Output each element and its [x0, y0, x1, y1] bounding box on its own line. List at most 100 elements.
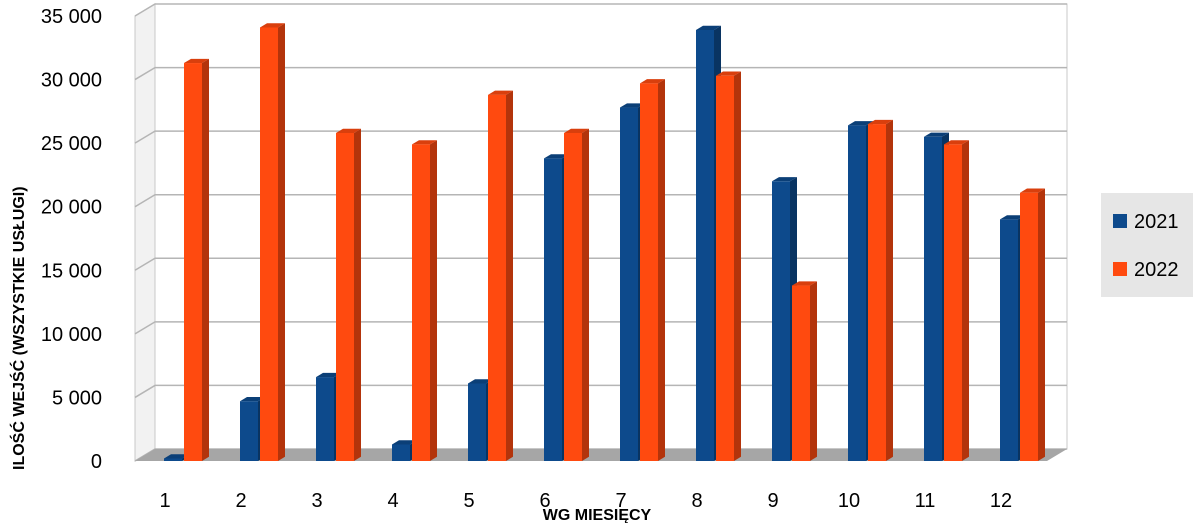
bar-front [336, 132, 354, 461]
x-tick-label: 2 [235, 490, 246, 512]
bar-top [488, 90, 513, 95]
x-tick-label: 3 [311, 490, 322, 512]
gridline [134, 3, 1067, 17]
y-axis-title: ILOŚĆ WEJŚĆ (WSZYSTKIE USŁUGI) [9, 186, 28, 470]
bar-2022-8 [716, 71, 741, 462]
bar-front [696, 29, 714, 461]
legend-label-2022: 2022 [1134, 259, 1179, 281]
bar-top [1000, 215, 1025, 220]
bar-top [716, 71, 741, 76]
bar-side [810, 281, 817, 461]
bar-front [868, 124, 886, 462]
bar-front [316, 377, 334, 461]
side-wall [134, 3, 156, 462]
bar-front [240, 401, 258, 461]
bar-front [392, 444, 410, 461]
bar-2022-2 [260, 23, 285, 461]
bar-front [716, 75, 734, 461]
bar-top [240, 397, 265, 402]
bar-top [392, 440, 417, 445]
bar-side [354, 128, 361, 461]
x-tick-label: 1 [159, 490, 170, 512]
y-tick-label: 10 000 [41, 324, 102, 346]
bar-front [260, 27, 278, 461]
y-tick-label: 15 000 [41, 260, 102, 282]
bar-top [468, 379, 493, 384]
x-tick-label: 12 [990, 490, 1012, 512]
bar-front [564, 132, 582, 461]
bar-top [792, 281, 817, 286]
bar-2022-3 [336, 128, 361, 461]
bar-side [658, 79, 665, 461]
legend-box [1101, 193, 1193, 297]
bar-front [620, 107, 638, 462]
chart-floor [135, 449, 1067, 461]
bars [164, 23, 1045, 462]
bar-side [278, 23, 285, 461]
bar-front [544, 158, 562, 461]
bar-top [164, 454, 189, 459]
bar-2022-4 [412, 140, 437, 461]
bar-2022-5 [488, 90, 513, 461]
gridline [134, 321, 1067, 335]
x-axis-title: WG MIESIĘCY [543, 507, 652, 523]
bar-front [792, 285, 810, 461]
x-tick-label: 5 [463, 490, 474, 512]
bar-top [620, 103, 645, 108]
bar-front [164, 458, 182, 461]
bar-side [506, 90, 513, 461]
bar-top [696, 25, 721, 30]
y-axis-ticks: 0 5 000 10 000 15 000 20 000 25 000 30 000 35 0… [41, 6, 102, 473]
x-axis-ticks: 1 2 3 4 5 6 7 8 9 10 11 12 [159, 490, 1012, 512]
chart-walls [134, 3, 1068, 462]
bar-top [564, 128, 589, 133]
legend-swatch-2021 [1113, 214, 1127, 228]
y-tick-label: 35 000 [41, 6, 102, 28]
y-tick-label: 30 000 [41, 70, 102, 92]
x-tick-label: 7 [615, 490, 626, 512]
x-tick-label: 8 [691, 490, 702, 512]
bar-2022-10 [868, 119, 893, 462]
gridline [134, 384, 1067, 399]
bar-2022-1 [184, 58, 209, 462]
bar-2022-12 [1020, 188, 1045, 461]
bar-2022-9 [792, 281, 817, 461]
bar-top [184, 58, 209, 64]
bar-top [640, 79, 665, 84]
bar-top [316, 372, 341, 378]
bar-side [202, 58, 209, 461]
bar-top [412, 140, 437, 145]
bar-top [924, 132, 949, 137]
gridline [134, 66, 1067, 81]
bar-side [734, 71, 741, 462]
bar-top [868, 119, 893, 125]
bar-front [640, 83, 658, 461]
bar-front [924, 136, 942, 462]
bar-top [772, 177, 797, 182]
bar-side [886, 119, 893, 461]
x-tick-label: 11 [915, 490, 936, 512]
bar-side [1038, 188, 1045, 461]
bar-top [848, 121, 873, 126]
bar-front [848, 125, 866, 461]
bar-front [1000, 219, 1018, 461]
x-tick-label: 10 [838, 490, 860, 512]
x-tick-label: 9 [767, 490, 778, 512]
bar-front [184, 63, 202, 462]
bar-top [944, 140, 969, 145]
bar-front [412, 144, 430, 461]
bar-front [488, 94, 506, 461]
legend-swatch-2022 [1113, 262, 1127, 276]
bar-side [582, 128, 589, 461]
bar-2022-11 [944, 140, 969, 461]
bar-front [468, 383, 486, 461]
gridline [134, 130, 1067, 144]
bar-top [260, 23, 285, 28]
y-tick-label: 25 000 [41, 133, 102, 155]
y-tick-label: 5 000 [52, 387, 102, 409]
gridline [134, 257, 1067, 271]
bar-top [336, 128, 361, 133]
bar-front [772, 181, 790, 462]
